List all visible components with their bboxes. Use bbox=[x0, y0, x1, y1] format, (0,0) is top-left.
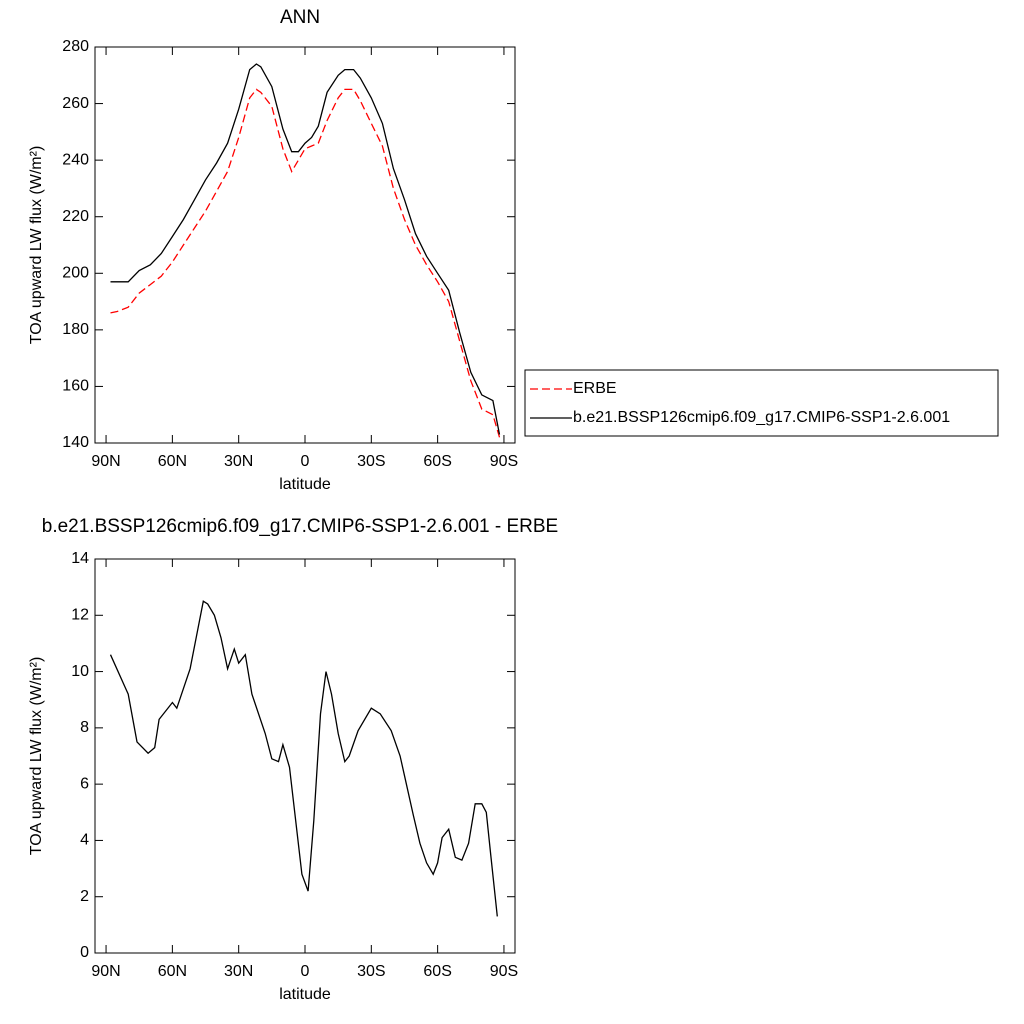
x-tick-label: 30S bbox=[357, 963, 385, 980]
data-line bbox=[109, 600, 498, 917]
y-axis-label: TOA upward LW flux (W/m²) bbox=[28, 657, 45, 856]
x-tick-label: 0 bbox=[301, 963, 310, 980]
y-tick-label: 8 bbox=[80, 719, 89, 736]
x-tick-label: 90N bbox=[91, 963, 120, 980]
x-tick-label: 60S bbox=[423, 963, 451, 980]
y-tick-label: 180 bbox=[62, 321, 89, 338]
x-tick-label: 30S bbox=[357, 453, 385, 470]
legend-box bbox=[524, 369, 999, 437]
y-tick-label: 0 bbox=[80, 944, 89, 961]
data-line bbox=[110, 63, 501, 435]
chart-title: b.e21.BSSP126cmip6.f09_g17.CMIP6-SSP1-2.… bbox=[42, 516, 558, 537]
chart-title: ANN bbox=[280, 7, 320, 28]
y-tick-label: 200 bbox=[62, 265, 89, 282]
plot-frame bbox=[94, 46, 516, 444]
x-tick-label: 90S bbox=[490, 963, 518, 980]
y-tick-label: 10 bbox=[71, 663, 89, 680]
x-tick-label: 60S bbox=[423, 453, 451, 470]
y-tick-label: 140 bbox=[62, 434, 89, 451]
y-tick-label: 6 bbox=[80, 775, 89, 792]
y-tick-label: 12 bbox=[71, 607, 89, 624]
x-tick-label: 90N bbox=[91, 453, 120, 470]
y-tick-label: 220 bbox=[62, 208, 89, 225]
x-tick-label: 90S bbox=[490, 453, 518, 470]
x-axis-label: latitude bbox=[279, 476, 331, 493]
legend-label: b.e21.BSSP126cmip6.f09_g17.CMIP6-SSP1-2.… bbox=[573, 409, 950, 426]
y-tick-label: 260 bbox=[62, 95, 89, 112]
y-tick-label: 2 bbox=[80, 888, 89, 905]
y-tick-label: 4 bbox=[80, 832, 89, 849]
x-tick-label: 30N bbox=[224, 963, 253, 980]
y-tick-label: 160 bbox=[62, 378, 89, 395]
x-tick-label: 60N bbox=[158, 453, 187, 470]
y-tick-label: 280 bbox=[62, 38, 89, 55]
data-line bbox=[110, 88, 501, 438]
y-tick-label: 14 bbox=[71, 550, 89, 567]
legend-label: ERBE bbox=[573, 380, 617, 397]
x-axis-label: latitude bbox=[279, 986, 331, 1003]
x-tick-label: 0 bbox=[301, 453, 310, 470]
y-tick-label: 240 bbox=[62, 151, 89, 168]
x-tick-label: 60N bbox=[158, 963, 187, 980]
plot-frame bbox=[94, 558, 516, 954]
x-tick-label: 30N bbox=[224, 453, 253, 470]
y-axis-label: TOA upward LW flux (W/m²) bbox=[28, 146, 45, 345]
